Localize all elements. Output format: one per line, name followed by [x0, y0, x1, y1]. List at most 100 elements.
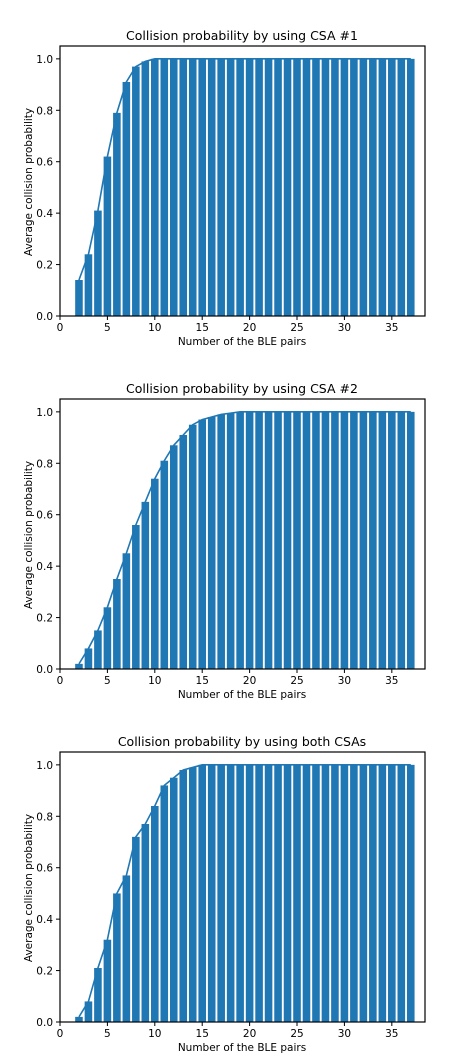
- bar: [236, 411, 244, 669]
- bar: [350, 411, 358, 669]
- y-ticks: 0.0 0.2 0.4 0.6 0.8 1.0: [36, 54, 60, 323]
- bar: [103, 156, 112, 316]
- y-tick-label: 0.6: [36, 863, 53, 875]
- bar: [188, 58, 197, 317]
- bar: [113, 579, 121, 669]
- bar: [293, 764, 301, 1022]
- bar: [274, 58, 282, 317]
- x-tick-label: 35: [385, 322, 398, 334]
- y-tick-label: 1.0: [36, 760, 53, 772]
- x-tick-label: 0: [57, 322, 64, 334]
- bar: [264, 764, 273, 1022]
- chart-panel-both: Collision probability by using both CSAs…: [0, 706, 474, 1059]
- bar: [94, 210, 102, 316]
- bar: [141, 824, 150, 1022]
- x-tick-label: 15: [196, 322, 209, 334]
- y-ticks: 0.0 0.2 0.4 0.6 0.8 1.0: [36, 407, 60, 676]
- x-tick-label: 20: [243, 322, 256, 334]
- bar: [132, 836, 140, 1022]
- bar: [369, 764, 377, 1022]
- bar: [160, 785, 169, 1022]
- bar: [169, 777, 178, 1022]
- x-tick-label: 30: [338, 322, 351, 334]
- bar: [274, 764, 282, 1022]
- bar: [94, 630, 102, 669]
- plot-frame: [59, 45, 426, 317]
- bar: [359, 411, 368, 669]
- x-tick-label: 25: [290, 1028, 303, 1040]
- x-axis-label: Number of the BLE pairs: [178, 1042, 306, 1054]
- chart-both-csas: Collision probability by using both CSAs…: [23, 734, 426, 1054]
- bar: [388, 411, 396, 669]
- y-tick-label: 0.2: [36, 966, 53, 978]
- bar: [84, 648, 93, 669]
- x-axis-label: Number of the BLE pairs: [178, 689, 306, 701]
- bar: [226, 764, 235, 1022]
- bar: [207, 764, 216, 1022]
- bar: [406, 411, 415, 669]
- bar: [198, 764, 206, 1022]
- y-tick-label: 0.8: [36, 105, 53, 117]
- y-axis-label: Average collision probability: [23, 461, 35, 609]
- bar: [283, 411, 292, 669]
- series-line: [78, 764, 411, 1018]
- bar: [283, 58, 292, 317]
- bar: [179, 435, 188, 669]
- bar: [160, 460, 169, 669]
- bar: [84, 1001, 93, 1022]
- bar: [359, 764, 368, 1022]
- x-tick-label: 10: [148, 1028, 161, 1040]
- x-ticks: 0 5 10 15 20 25 30 35: [57, 1022, 399, 1040]
- bars: [75, 58, 415, 317]
- bar: [75, 1016, 83, 1022]
- bar: [293, 58, 301, 317]
- bar: [302, 58, 311, 317]
- y-tick-label: 0.0: [36, 664, 53, 676]
- bar: [312, 411, 320, 669]
- x-tick-label: 35: [385, 1028, 398, 1040]
- bar: [151, 58, 159, 317]
- x-tick-label: 30: [338, 1028, 351, 1040]
- bar: [236, 58, 244, 317]
- chart-title: Collision probability by using both CSAs: [118, 734, 366, 749]
- x-tick-label: 5: [104, 675, 111, 687]
- x-tick-label: 35: [385, 675, 398, 687]
- bar: [397, 411, 406, 669]
- x-axis-label: Number of the BLE pairs: [178, 336, 306, 348]
- bar: [378, 58, 387, 317]
- bar: [274, 411, 282, 669]
- bar: [255, 58, 263, 317]
- x-tick-label: 30: [338, 675, 351, 687]
- bar: [255, 764, 263, 1022]
- bar: [122, 82, 131, 316]
- bar: [331, 411, 339, 669]
- y-tick-label: 0.8: [36, 811, 53, 823]
- y-tick-label: 0.0: [36, 311, 53, 323]
- x-tick-label: 5: [104, 1028, 111, 1040]
- y-tick-label: 0.2: [36, 613, 53, 625]
- bar: [122, 553, 131, 669]
- x-ticks: 0 5 10 15 20 25 30 35: [57, 316, 399, 334]
- x-tick-label: 15: [196, 675, 209, 687]
- bar: [113, 112, 121, 316]
- bar: [245, 411, 254, 669]
- bar: [264, 58, 273, 317]
- bar: [388, 764, 396, 1022]
- bar: [141, 501, 150, 669]
- chart-csa2: Collision probability by using CSA #2 Av…: [23, 381, 426, 701]
- x-tick-label: 0: [57, 675, 64, 687]
- bar: [198, 58, 206, 317]
- y-tick-label: 0.6: [36, 510, 53, 522]
- bar: [75, 663, 83, 669]
- y-ticks: 0.0 0.2 0.4 0.6 0.8 1.0: [36, 760, 60, 1029]
- bar: [283, 764, 292, 1022]
- bar: [84, 254, 93, 316]
- bar: [132, 66, 140, 316]
- bar: [151, 806, 159, 1022]
- y-tick-label: 0.4: [36, 914, 53, 926]
- bar: [188, 767, 197, 1022]
- chart-csa1: Collision probability by using CSA #1 Av…: [23, 28, 426, 348]
- bars: [75, 411, 415, 669]
- bar: [169, 58, 178, 317]
